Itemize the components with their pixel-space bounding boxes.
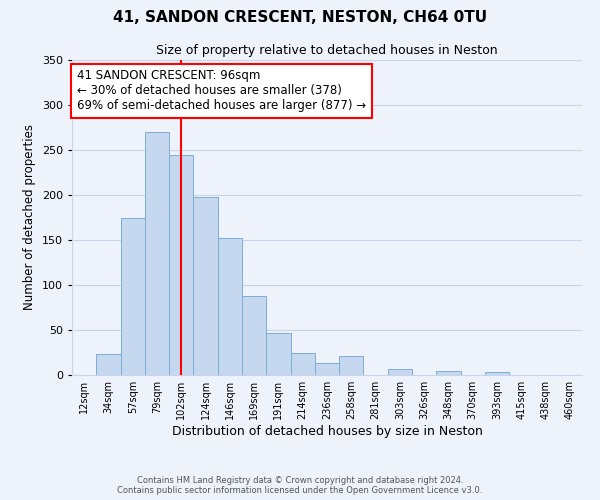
Bar [218,238,242,375]
Y-axis label: Number of detached properties: Number of detached properties [23,124,36,310]
Bar [169,154,193,375]
Bar [339,356,364,375]
Text: 41 SANDON CRESCENT: 96sqm
← 30% of detached houses are smaller (378)
69% of semi: 41 SANDON CRESCENT: 96sqm ← 30% of detac… [77,70,366,112]
Bar [485,372,509,375]
Text: 41, SANDON CRESCENT, NESTON, CH64 0TU: 41, SANDON CRESCENT, NESTON, CH64 0TU [113,10,487,25]
Bar [193,197,218,375]
Bar [121,218,145,375]
Bar [388,368,412,375]
Bar [145,132,169,375]
Bar [96,354,121,375]
Bar [290,352,315,375]
Bar [315,364,339,375]
Text: Contains HM Land Registry data © Crown copyright and database right 2024.
Contai: Contains HM Land Registry data © Crown c… [118,476,482,495]
Bar [266,332,290,375]
Bar [242,296,266,375]
Bar [436,370,461,375]
Title: Size of property relative to detached houses in Neston: Size of property relative to detached ho… [156,44,498,58]
X-axis label: Distribution of detached houses by size in Neston: Distribution of detached houses by size … [172,425,482,438]
